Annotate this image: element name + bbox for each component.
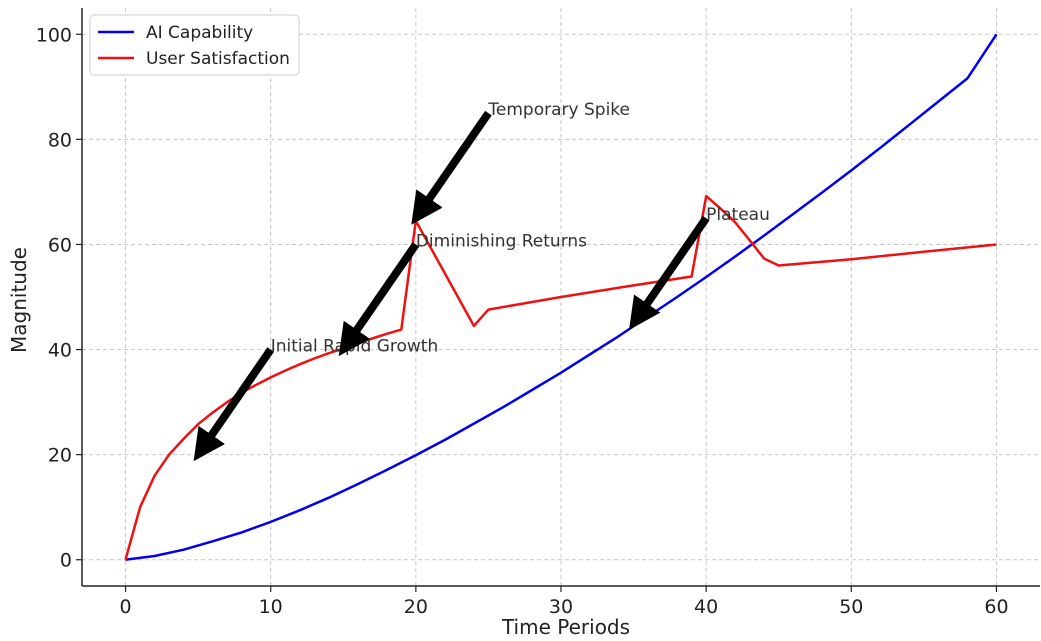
annotation-label: Plateau [706, 205, 770, 225]
annotation-arrow [629, 215, 710, 330]
y-tick-label: 20 [48, 445, 72, 467]
annotation-label: Diminishing Returns [416, 231, 587, 251]
y-axis-title: Magnitude [7, 247, 31, 353]
series-lines [124, 33, 998, 561]
y-tick-label: 60 [48, 234, 72, 256]
y-tick-label: 40 [48, 340, 72, 362]
annotation-arrow [193, 347, 274, 462]
annotation-arrow [411, 110, 492, 225]
x-axis-title: Time Periods [501, 615, 630, 639]
x-tick-label: 60 [984, 596, 1008, 618]
x-tick-label: 30 [549, 596, 573, 618]
x-tick-label: 20 [404, 596, 428, 618]
x-tick-label: 40 [694, 596, 718, 618]
series-line-ai-capability [125, 33, 998, 561]
y-tick-label: 100 [36, 24, 72, 46]
legend-label-user-satisfaction: User Satisfaction [146, 49, 290, 69]
tick-labels: 0 10 20 30 40 50 60 0 20 40 60 80 100 [36, 24, 1009, 618]
x-tick-label: 10 [259, 596, 283, 618]
y-tick-label: 0 [60, 550, 72, 572]
annotation-arrow [338, 242, 420, 357]
legend: AI Capability User Satisfaction [89, 14, 300, 76]
legend-label-ai-capability: AI Capability [146, 23, 253, 43]
x-tick-label: 0 [119, 596, 131, 618]
legend-box [89, 14, 300, 76]
y-tick-label: 80 [48, 129, 72, 151]
x-tick-label: 50 [839, 596, 863, 618]
annotation-label: Temporary Spike [487, 100, 630, 120]
series-line-user-satisfaction [124, 194, 997, 561]
